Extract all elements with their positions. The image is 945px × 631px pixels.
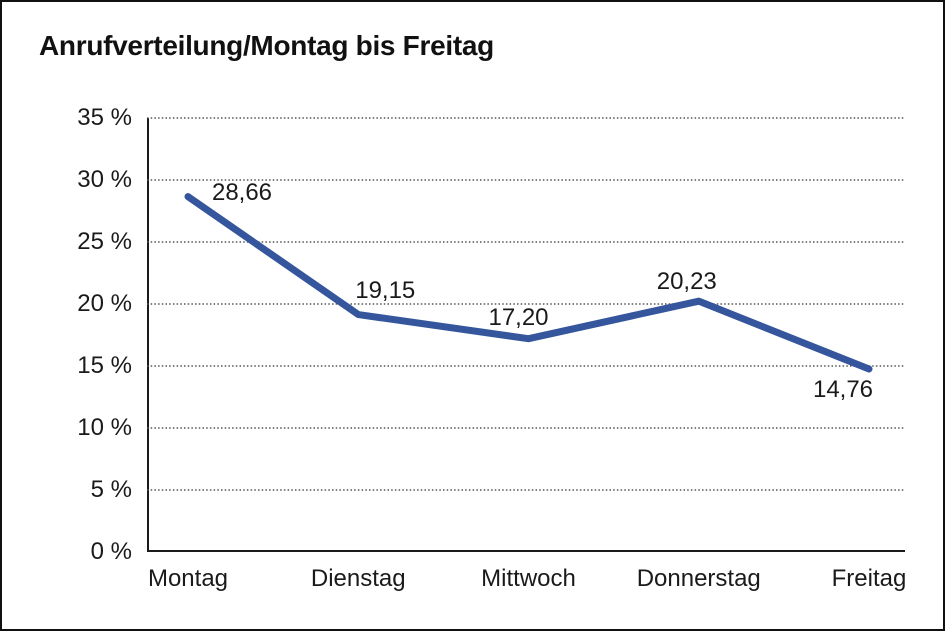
x-tick-label: Dienstag bbox=[310, 565, 406, 592]
y-tick-label: 20 % bbox=[77, 290, 132, 317]
x-tick-label: Donnerstag bbox=[636, 565, 761, 592]
data-point-label: 20,23 bbox=[656, 268, 717, 296]
y-tick-label: 0 % bbox=[90, 538, 132, 565]
data-point-label: 19,15 bbox=[355, 276, 416, 304]
y-tick-label: 25 % bbox=[77, 228, 132, 255]
data-point-label: 17,20 bbox=[488, 303, 549, 331]
data-point-label: 14,76 bbox=[812, 375, 874, 403]
chart-title: Anrufverteilung/Montag bis Freitag bbox=[39, 30, 494, 61]
series-line bbox=[184, 193, 873, 373]
y-tick-label: 5 % bbox=[90, 476, 132, 503]
plot-area bbox=[147, 118, 905, 552]
y-tick-label: 35 % bbox=[77, 104, 132, 131]
x-tick-label: Montag bbox=[147, 565, 229, 592]
data-point-label: 28,66 bbox=[211, 178, 273, 206]
x-tick-label: Freitag bbox=[831, 565, 907, 592]
y-tick-label: 30 % bbox=[77, 166, 132, 193]
x-tick-label: Mittwoch bbox=[481, 565, 576, 592]
y-tick-label: 10 % bbox=[77, 414, 132, 441]
y-tick-label: 15 % bbox=[77, 352, 132, 379]
